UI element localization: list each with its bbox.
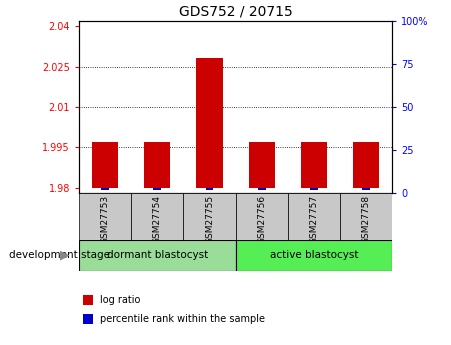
Text: GSM27755: GSM27755 xyxy=(205,195,214,244)
Bar xyxy=(197,58,223,188)
Bar xyxy=(235,193,288,240)
Bar xyxy=(101,188,109,190)
Bar xyxy=(79,240,235,271)
Text: GSM27756: GSM27756 xyxy=(257,195,266,244)
Text: ▶: ▶ xyxy=(60,249,70,262)
Bar xyxy=(144,142,170,188)
Text: GSM27754: GSM27754 xyxy=(153,195,162,244)
Title: GDS752 / 20715: GDS752 / 20715 xyxy=(179,4,293,18)
Bar xyxy=(249,142,275,188)
Text: development stage: development stage xyxy=(9,250,110,260)
Bar xyxy=(362,188,370,190)
Bar xyxy=(79,193,131,240)
Bar xyxy=(310,188,318,190)
Text: GSM27758: GSM27758 xyxy=(362,195,371,244)
Bar xyxy=(258,188,266,190)
Bar xyxy=(301,142,327,188)
Bar xyxy=(184,193,235,240)
Text: GSM27757: GSM27757 xyxy=(309,195,318,244)
Text: GSM27753: GSM27753 xyxy=(101,195,110,244)
Bar xyxy=(235,240,392,271)
Bar xyxy=(288,193,340,240)
Text: log ratio: log ratio xyxy=(100,295,141,305)
Text: active blastocyst: active blastocyst xyxy=(270,250,358,260)
Bar xyxy=(353,142,379,188)
Text: percentile rank within the sample: percentile rank within the sample xyxy=(100,314,265,324)
Bar xyxy=(131,193,184,240)
Bar xyxy=(206,188,213,190)
Bar xyxy=(153,188,161,190)
Text: dormant blastocyst: dormant blastocyst xyxy=(106,250,208,260)
Bar xyxy=(340,193,392,240)
Bar xyxy=(92,142,118,188)
